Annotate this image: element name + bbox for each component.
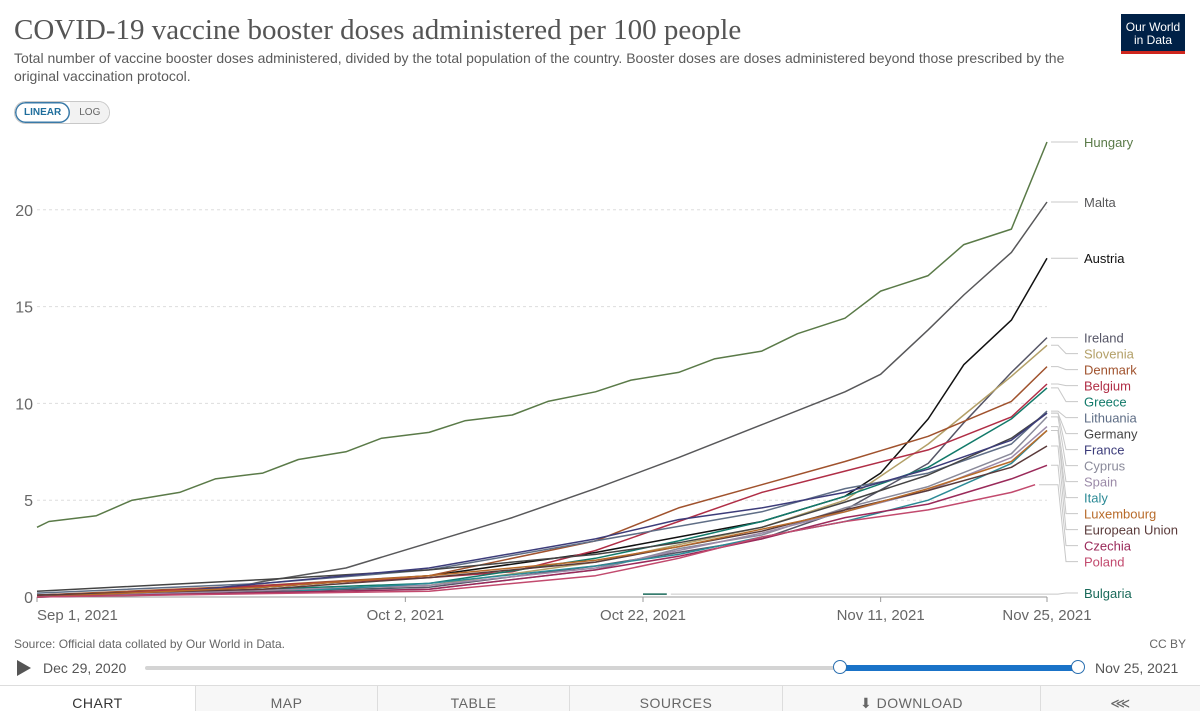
series-line xyxy=(36,426,1048,598)
tab-chart[interactable]: CHART xyxy=(0,686,195,711)
series-label: Germany xyxy=(1084,427,1138,442)
linear-scale-button[interactable]: LINEAR xyxy=(15,102,71,123)
license-link[interactable]: CC BY xyxy=(1149,637,1186,651)
timeline-end-date: Nov 25, 2021 xyxy=(1095,660,1179,676)
x-tick-label: Oct 2, 2021 xyxy=(367,607,445,624)
series-line xyxy=(36,141,1048,528)
series-label: Belgium xyxy=(1084,379,1131,394)
logo-line-2: in Data xyxy=(1133,33,1173,47)
label-connector xyxy=(1051,416,1078,467)
label-connector xyxy=(670,592,1078,595)
label-connector xyxy=(1051,387,1078,403)
label-connector xyxy=(1051,426,1078,483)
tab-table[interactable]: TABLE xyxy=(377,686,569,711)
series-label: Hungary xyxy=(1084,135,1134,150)
timeline-selected-range xyxy=(840,665,1078,671)
series-line xyxy=(36,337,1048,598)
scale-toggle: LINEAR LOG xyxy=(14,101,111,124)
y-tick-label: 15 xyxy=(15,300,33,317)
source-note: Source: Official data collated by Our Wo… xyxy=(14,637,286,651)
tab-map[interactable]: MAP xyxy=(195,686,377,711)
line-chart: 0 5 10 15 20 Sep 1, 2021 Oct 2, 2021 Oct 22, 20… xyxy=(15,135,1178,624)
tab-share[interactable]: ⋘ xyxy=(1040,686,1200,711)
series-label: Malta xyxy=(1084,195,1117,210)
timeline-start-date: Dec 29, 2020 xyxy=(43,660,127,676)
owid-logo[interactable]: Our World in Data xyxy=(1121,14,1185,54)
series-line xyxy=(36,383,1048,598)
tab-download-label: DOWNLOAD xyxy=(876,695,964,711)
label-connector xyxy=(1051,344,1078,355)
label-connector xyxy=(1051,412,1078,451)
series-label: Lithuania xyxy=(1084,411,1138,426)
series-label: Italy xyxy=(1084,491,1108,506)
label-connector xyxy=(1051,430,1078,515)
series-line xyxy=(36,412,1048,592)
tab-sources[interactable]: SOURCES xyxy=(569,686,782,711)
series-line xyxy=(36,464,1048,598)
series-label: Cyprus xyxy=(1084,459,1126,474)
timeline-track[interactable] xyxy=(145,666,1078,670)
share-icon: ⋘ xyxy=(1110,695,1131,711)
series-line xyxy=(36,483,1036,598)
series-line xyxy=(36,445,1048,596)
series-line xyxy=(36,387,1048,598)
series-label: European Union xyxy=(1084,523,1178,538)
x-tick-label: Sep 1, 2021 xyxy=(37,607,118,624)
timeline-start-handle[interactable] xyxy=(833,660,848,674)
series-label: Denmark xyxy=(1084,363,1137,378)
series-line xyxy=(36,429,1048,598)
download-icon: ⬇ xyxy=(859,695,873,711)
series-line xyxy=(36,366,1048,596)
series-label: Luxembourg xyxy=(1084,507,1156,522)
label-connector xyxy=(1051,366,1078,371)
y-tick-label: 0 xyxy=(24,590,33,607)
series-label: Bulgaria xyxy=(1084,586,1132,601)
y-tick-label: 10 xyxy=(15,396,33,413)
series-label: France xyxy=(1084,443,1124,458)
label-connector xyxy=(1051,464,1078,547)
label-connector xyxy=(1039,484,1078,563)
series-label: Ireland xyxy=(1084,331,1124,346)
tab-bar: CHART MAP TABLE SOURCES ⬇ DOWNLOAD ⋘ xyxy=(0,685,1200,711)
series-label: Poland xyxy=(1084,555,1124,570)
y-tick-label: 20 xyxy=(15,203,33,220)
label-connector xyxy=(1051,410,1078,419)
chart-subtitle: Total number of vaccine booster doses ad… xyxy=(14,50,1065,84)
series-line xyxy=(36,201,1048,596)
series-label: Czechia xyxy=(1084,539,1132,554)
logo-line-1: Our World xyxy=(1125,20,1181,34)
log-scale-button[interactable]: LOG xyxy=(70,102,110,123)
series-line xyxy=(36,429,1048,598)
series-label: Austria xyxy=(1084,251,1125,266)
series-label: Greece xyxy=(1084,395,1127,410)
label-connector xyxy=(1051,383,1078,387)
series-label: Spain xyxy=(1084,475,1117,490)
series-label: Slovenia xyxy=(1084,347,1135,362)
tab-download[interactable]: ⬇ DOWNLOAD xyxy=(782,686,1040,711)
label-connector xyxy=(1051,445,1078,531)
chart-title: COVID-19 vaccine booster doses administe… xyxy=(14,14,742,46)
timeline-end-handle[interactable] xyxy=(1071,660,1085,674)
x-tick-label: Oct 22, 2021 xyxy=(600,607,686,624)
series-line xyxy=(36,412,1048,598)
series-line xyxy=(36,257,1048,596)
x-tick-label: Nov 25, 2021 xyxy=(1002,607,1091,624)
play-icon[interactable] xyxy=(17,660,31,676)
x-tick-label: Nov 11, 2021 xyxy=(837,607,925,624)
y-tick-label: 5 xyxy=(24,493,33,510)
